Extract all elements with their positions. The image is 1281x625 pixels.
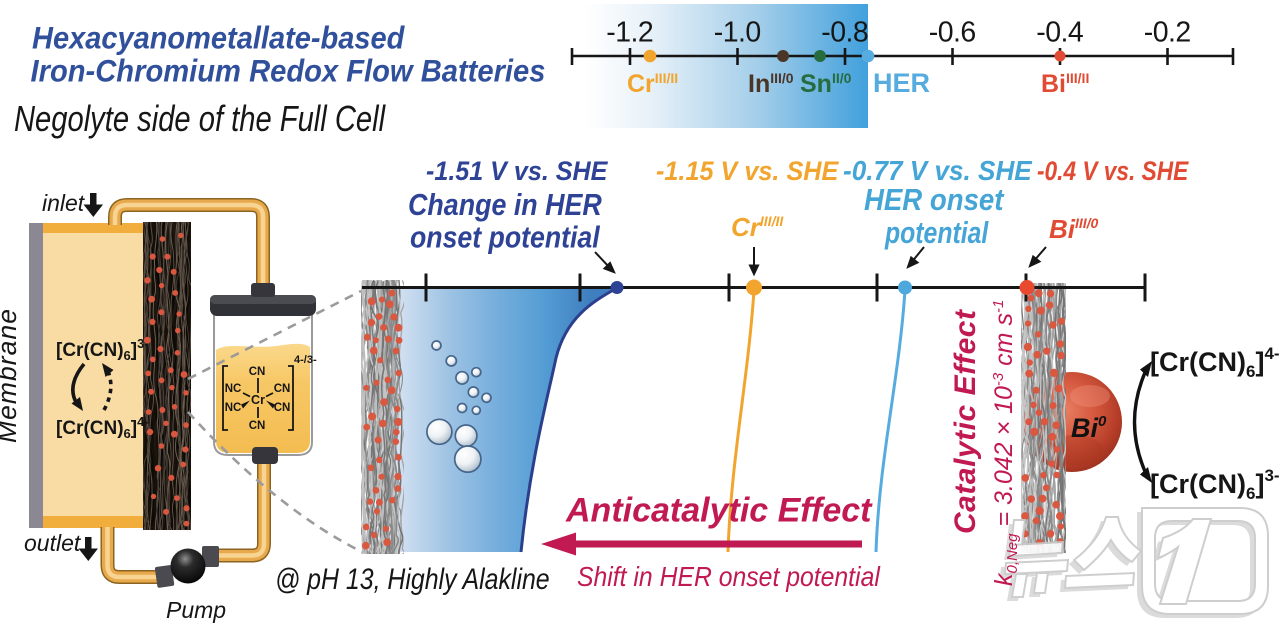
svg-text:[Cr(CN)6]3-: [Cr(CN)6]3- — [1150, 466, 1280, 503]
svg-text:[Cr(CN)6]3-: [Cr(CN)6]3- — [56, 336, 149, 363]
svg-text:Pump: Pump — [166, 597, 226, 623]
svg-text:BiIII/II: BiIII/II — [1041, 70, 1089, 98]
svg-text:Catalytic Effect: Catalytic Effect — [949, 308, 982, 534]
svg-text:CN: CN — [274, 402, 291, 414]
svg-text:-1.2: -1.2 — [606, 17, 654, 49]
svg-text:Hexacyanometallate-based: Hexacyanometallate-based — [32, 20, 406, 55]
svg-text:Membrane: Membrane — [0, 309, 22, 443]
svg-text:-0.2: -0.2 — [1144, 17, 1192, 49]
svg-text:[Cr(CN)6]4-: [Cr(CN)6]4- — [1150, 344, 1280, 381]
svg-text:BiIII/0: BiIII/0 — [1049, 214, 1099, 244]
svg-text:-0.4 V vs. SHE: -0.4 V vs. SHE — [1037, 156, 1189, 186]
svg-text:[Cr(CN)6]4-: [Cr(CN)6]4- — [56, 414, 149, 441]
svg-text:4-/3-: 4-/3- — [294, 354, 317, 366]
svg-text:Shift in HER onset potential: Shift in HER onset potential — [577, 561, 881, 593]
svg-text:CN: CN — [274, 383, 291, 395]
svg-text:CN: CN — [249, 420, 266, 432]
svg-text:Change in HER: Change in HER — [408, 188, 602, 222]
svg-text:outlet: outlet — [24, 530, 82, 556]
svg-text:-1.51 V vs. SHE: -1.51 V vs. SHE — [426, 155, 609, 186]
svg-text:Negolyte side of the Full Cell: Negolyte side of the Full Cell — [14, 98, 387, 139]
svg-text:Iron-Chromium Redox Flow Batte: Iron-Chromium Redox Flow Batteries — [31, 53, 546, 88]
svg-text:-1.15 V vs. SHE: -1.15 V vs. SHE — [656, 155, 840, 186]
svg-text:NC: NC — [225, 383, 242, 395]
svg-text:-0.6: -0.6 — [929, 17, 977, 49]
svg-text:@ pH 13, Highly Alakline: @ pH 13, Highly Alakline — [275, 562, 550, 596]
svg-text:-0.8: -0.8 — [821, 17, 869, 49]
svg-text:-0.4: -0.4 — [1036, 17, 1084, 49]
svg-text:Cr: Cr — [251, 393, 265, 407]
svg-text:inlet: inlet — [42, 190, 86, 216]
svg-text:potential: potential — [884, 215, 989, 249]
svg-text:CN: CN — [249, 366, 266, 378]
svg-text:onset potential: onset potential — [410, 221, 601, 255]
svg-text:HER: HER — [873, 68, 930, 98]
svg-text:k0,Neg = 3.042 × 10-3 cm s-1: k0,Neg = 3.042 × 10-3 cm s-1 — [990, 300, 1021, 586]
svg-text:Anticatalytic Effect: Anticatalytic Effect — [565, 492, 873, 530]
svg-text:HER onset: HER onset — [864, 183, 1005, 218]
svg-text:-0.77 V vs. SHE: -0.77 V vs. SHE — [843, 155, 1033, 186]
svg-text:CrIII/II: CrIII/II — [731, 212, 784, 242]
svg-text:NC: NC — [225, 402, 242, 414]
svg-text:-1.0: -1.0 — [714, 17, 762, 49]
